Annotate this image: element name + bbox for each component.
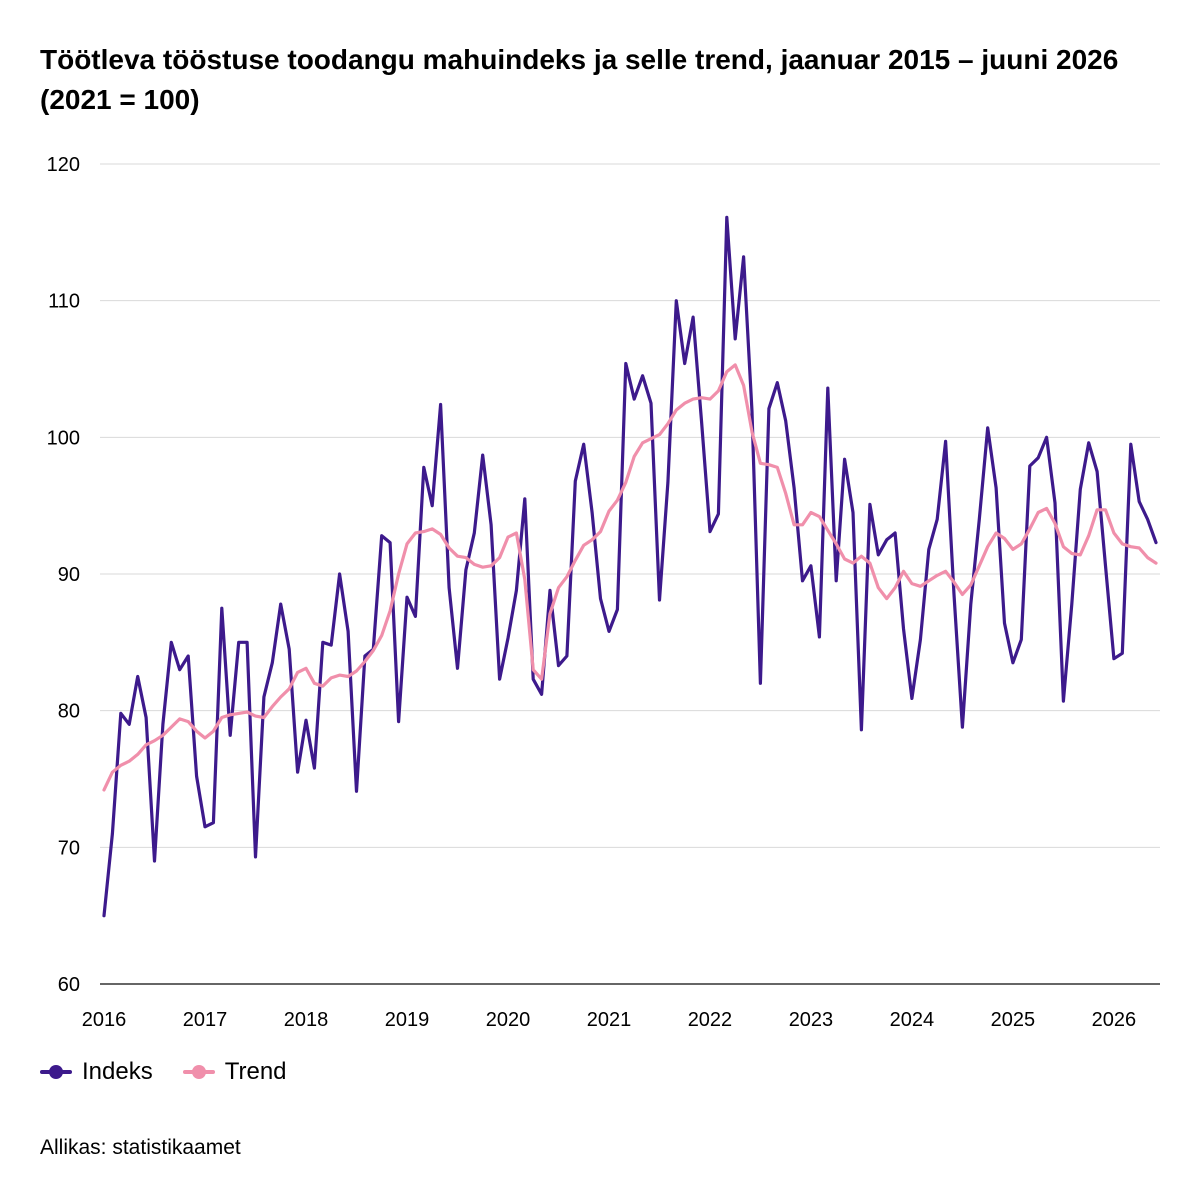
legend-item-indeks[interactable]: Indeks bbox=[40, 1058, 153, 1086]
x-tick-label: 2017 bbox=[183, 1009, 228, 1031]
legend-swatch-trend bbox=[182, 1064, 215, 1080]
x-tick-label: 2021 bbox=[587, 1009, 632, 1031]
series-line-indeks bbox=[102, 215, 1158, 918]
y-axis-ticks: 60 70 80 90 100 110 120 bbox=[47, 154, 80, 996]
y-tick-label: 110 bbox=[48, 291, 80, 313]
x-tick-label: 2018 bbox=[284, 1009, 329, 1031]
series-line-trend bbox=[102, 363, 1158, 792]
y-tick-label: 70 bbox=[58, 837, 80, 859]
x-tick-label: 2022 bbox=[688, 1009, 733, 1031]
y-tick-label: 100 bbox=[47, 427, 80, 449]
y-tick-label: 80 bbox=[58, 701, 80, 723]
x-tick-label: 2020 bbox=[486, 1009, 531, 1031]
x-tick-label: 2025 bbox=[991, 1009, 1036, 1031]
x-axis-ticks: 2016 2017 2018 2019 2020 2021 2022 2023 2024 2025… bbox=[82, 1009, 1136, 1031]
x-tick-label: 2019 bbox=[385, 1009, 430, 1031]
legend: Indeks Trend bbox=[40, 1058, 317, 1086]
legend-item-trend[interactable]: Trend bbox=[182, 1058, 287, 1086]
y-tick-label: 60 bbox=[58, 974, 80, 996]
x-tick-label: 2026 bbox=[1092, 1009, 1137, 1031]
x-tick-label: 2023 bbox=[789, 1009, 834, 1031]
x-tick-label: 2016 bbox=[82, 1009, 127, 1031]
source-note: Allikas: statistikaamet bbox=[40, 1136, 241, 1159]
y-tick-label: 90 bbox=[58, 564, 80, 586]
y-tick-label: 120 bbox=[47, 154, 80, 176]
gridlines bbox=[100, 163, 1160, 985]
x-tick-label: 2024 bbox=[890, 1009, 935, 1031]
chart-title: Töötleva tööstuse toodangu mahuindeks ja… bbox=[40, 44, 1119, 115]
legend-label-trend: Trend bbox=[224, 1058, 287, 1085]
legend-label-indeks: Indeks bbox=[82, 1058, 153, 1085]
legend-swatch-indeks bbox=[40, 1064, 72, 1080]
series-lines bbox=[102, 215, 1158, 918]
